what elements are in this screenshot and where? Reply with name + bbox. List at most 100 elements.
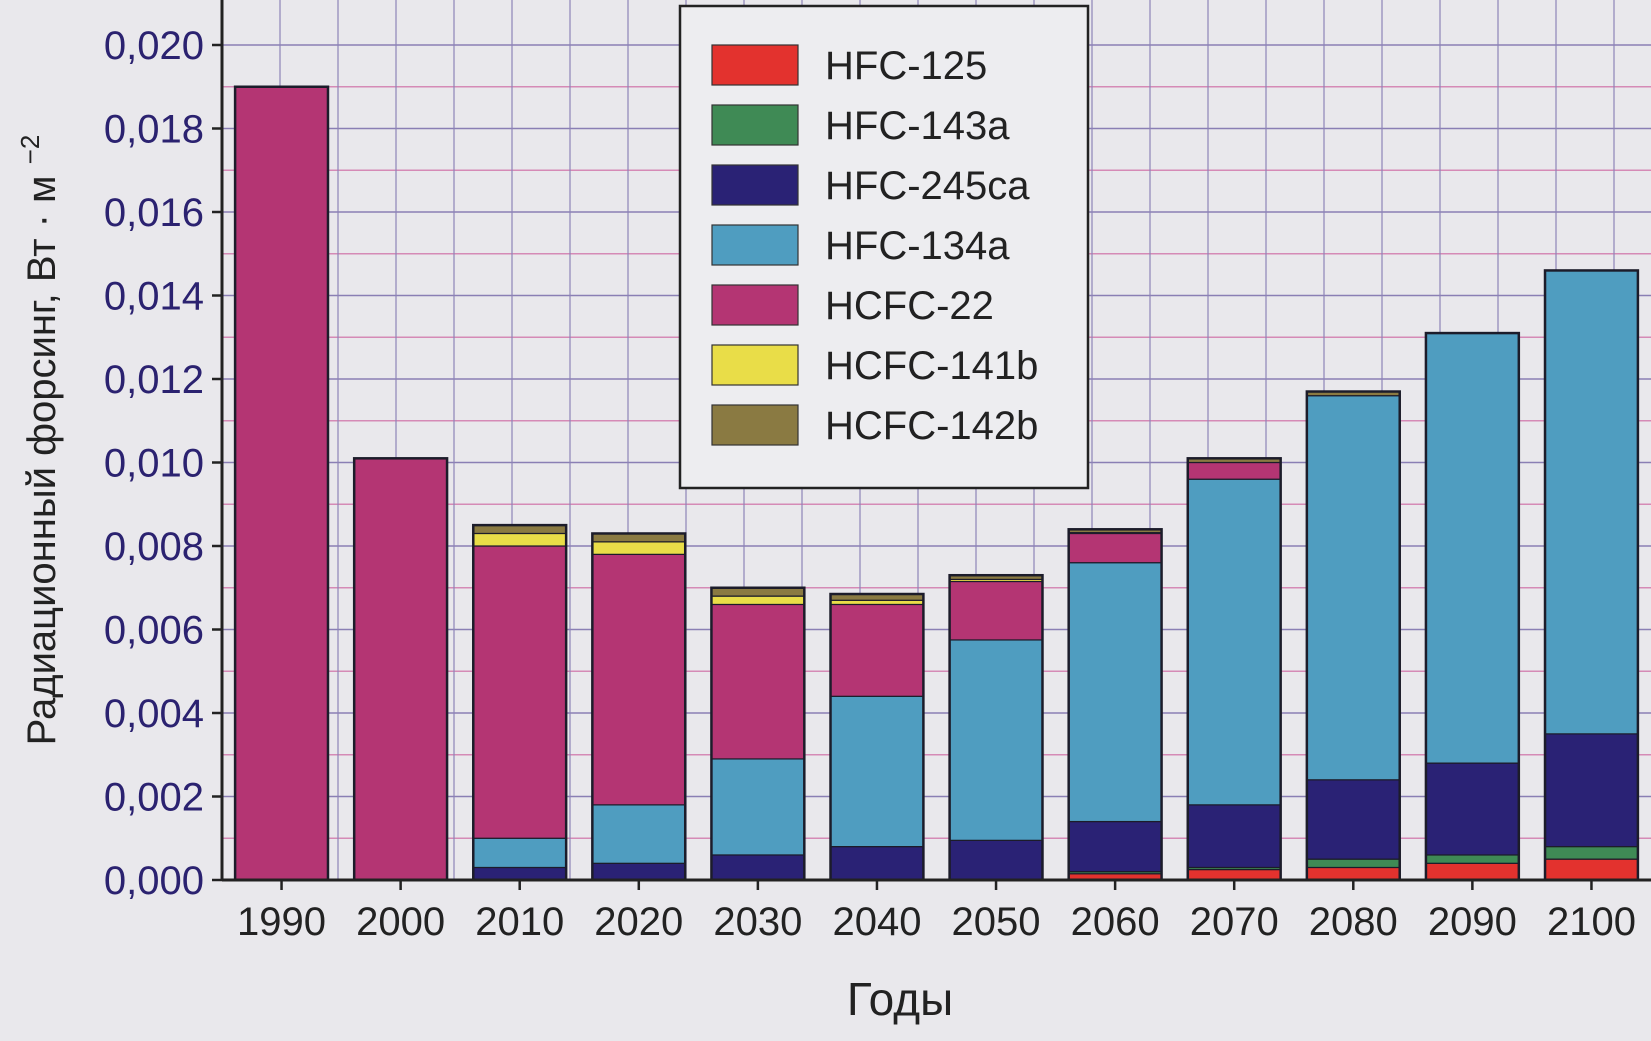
x-tick-label: 2100: [1547, 900, 1636, 944]
bar-group-2010: [472, 523, 568, 882]
bar-group-1990: [233, 85, 330, 882]
legend-swatch-hcfc-22: [711, 284, 799, 326]
y-tick-label: 0,000: [104, 859, 204, 903]
bar-segment-hfc-134a-2070: [1187, 478, 1282, 806]
x-ticks: 1990 2000 2010 2020 2030 2040 2050 2060 2070 2080…: [237, 880, 1636, 944]
y-axis-title-text: Радиационный форсинг, Вт · м: [20, 175, 64, 745]
bar-segment-hcfc-22-2000: [353, 457, 448, 881]
bar-segment-hfc-134a-2010: [472, 837, 567, 869]
legend-swatch-hfc-125: [711, 44, 799, 86]
bar-segment-hfc-125-2090: [1425, 862, 1520, 881]
bar-group-2070: [1186, 457, 1282, 882]
legend-label-hfc-245ca: HFC-245ca: [825, 164, 1030, 208]
bar-group-2030: [710, 586, 806, 882]
y-tick-label: 0,008: [104, 525, 204, 569]
bar-segment-hcfc-22-2050: [948, 580, 1044, 641]
x-tick-label: 1990: [237, 900, 326, 944]
y-tick-label: 0,014: [104, 275, 204, 319]
bar-group-2060: [1067, 528, 1163, 882]
y-axis-title-superscript: −2: [15, 135, 45, 165]
bar-segment-hfc-125-2070: [1187, 868, 1282, 881]
bar-segment-hfc-245ca-2030: [710, 854, 805, 881]
bar-segment-hcfc-22-1990: [234, 86, 329, 881]
y-tick-label: 0,010: [104, 442, 204, 486]
bar-segment-hfc-245ca-2020: [591, 862, 686, 881]
y-tick-label: 0,020: [104, 24, 204, 68]
legend-label-hfc-125: HFC-125: [825, 44, 987, 88]
legend-label-hfc-143a: HFC-143a: [825, 104, 1010, 148]
legend-swatch-hfc-143a: [711, 104, 799, 146]
bar-segment-hfc-143a-2080: [1306, 858, 1401, 869]
x-tick-label: 2050: [952, 900, 1041, 944]
bar-segment-hcfc-22-2040: [829, 603, 925, 697]
bar-segment-hcfc-22-2070: [1187, 461, 1282, 480]
x-tick-label: 2060: [1071, 900, 1160, 944]
y-tick-label: 0,002: [104, 776, 204, 820]
y-tick-label: 0,018: [104, 108, 204, 152]
bar-segment-hfc-134a-2050: [948, 639, 1044, 841]
bar-segment-hcfc-141b-2030: [710, 595, 805, 606]
bars: [233, 85, 1640, 882]
axes: [220, 0, 1651, 882]
bar-segment-hfc-245ca-2050: [948, 839, 1044, 881]
bar-segment-hfc-134a-2100: [1544, 269, 1639, 735]
legend-label-hfc-134a: HFC-134a: [825, 224, 1010, 268]
legend-label-hcfc-142b: HCFC-142b: [825, 404, 1038, 448]
y-tick-label: 0,006: [104, 609, 204, 653]
bar-segment-hfc-125-2080: [1306, 866, 1401, 881]
bar-segment-hfc-245ca-2060: [1068, 820, 1163, 873]
svg-text:Радиационный форсинг, Вт · м: Радиационный форсинг, Вт · м −2: [15, 135, 64, 746]
legend-swatch-hcfc-142b: [711, 404, 799, 446]
bar-segment-hcfc-22-2030: [710, 603, 805, 760]
legend-swatch-hcfc-141b: [711, 344, 799, 386]
x-tick-label: 2040: [832, 900, 921, 944]
bar-segment-hfc-134a-2080: [1306, 395, 1401, 781]
bar-segment-hcfc-22-2060: [1068, 532, 1163, 564]
bar-group-2090: [1424, 331, 1521, 882]
bar-segment-hfc-134a-2040: [829, 695, 925, 848]
bar-segment-hcfc-142b-2010: [472, 524, 567, 535]
y-tick-label: 0,012: [104, 358, 204, 402]
x-axis-title: Годы: [847, 973, 953, 1025]
bar-group-2040: [829, 592, 925, 882]
bar-segment-hfc-134a-2030: [710, 758, 805, 856]
bar-segment-hcfc-142b-2030: [710, 587, 805, 597]
bar-segment-hcfc-141b-2040: [829, 599, 925, 606]
x-tick-label: 2020: [594, 900, 683, 944]
y-ticks: 0,000 0,002 0,004 0,006 0,008 0,010 0,012 0,014…: [104, 24, 222, 903]
legend-swatch-hfc-245ca: [711, 164, 799, 206]
bar-group-2050: [948, 573, 1044, 882]
bar-segment-hfc-245ca-2090: [1425, 762, 1520, 856]
bar-segment-hfc-143a-2090: [1425, 854, 1520, 864]
x-tick-label: 2070: [1190, 900, 1279, 944]
bar-segment-hfc-125-2100: [1544, 858, 1639, 881]
legend-label-hcfc-141b: HCFC-141b: [825, 344, 1038, 388]
x-tick-label: 2090: [1428, 900, 1517, 944]
legend-label-hcfc-22: HCFC-22: [825, 284, 994, 328]
bar-segment-hfc-245ca-2100: [1544, 733, 1639, 848]
bar-segment-hcfc-22-2020: [591, 553, 686, 806]
bar-segment-hfc-134a-2060: [1068, 562, 1163, 823]
bar-segment-hcfc-141b-2020: [591, 541, 686, 555]
bar-segment-hcfc-142b-2020: [591, 532, 686, 543]
x-tick-label: 2030: [713, 900, 802, 944]
bar-group-2080: [1305, 390, 1401, 882]
bar-segment-hfc-134a-2090: [1425, 332, 1520, 764]
legend-swatch-hfc-134a: [711, 224, 799, 266]
bar-group-2020: [591, 532, 687, 882]
y-tick-label: 0,016: [104, 191, 204, 235]
bar-segment-hfc-143a-2100: [1544, 845, 1639, 860]
bar-segment-hcfc-22-2010: [472, 545, 567, 839]
bar-segment-hfc-245ca-2080: [1306, 779, 1401, 860]
y-axis-title: Радиационный форсинг, Вт · м −2: [15, 135, 64, 746]
bar-group-2000: [352, 457, 449, 882]
x-tick-label: 2080: [1309, 900, 1398, 944]
legend: HFC-125 HFC-143a HFC-245ca HFC-134a HCFC-22 H…: [678, 4, 1090, 490]
bar-segment-hfc-245ca-2010: [472, 866, 567, 881]
bar-group-2100: [1543, 269, 1640, 882]
bar-segment-hcfc-141b-2010: [472, 532, 567, 547]
y-tick-label: 0,004: [104, 692, 204, 736]
bar-segment-hfc-134a-2020: [591, 804, 686, 864]
bar-segment-hfc-245ca-2070: [1187, 804, 1282, 869]
